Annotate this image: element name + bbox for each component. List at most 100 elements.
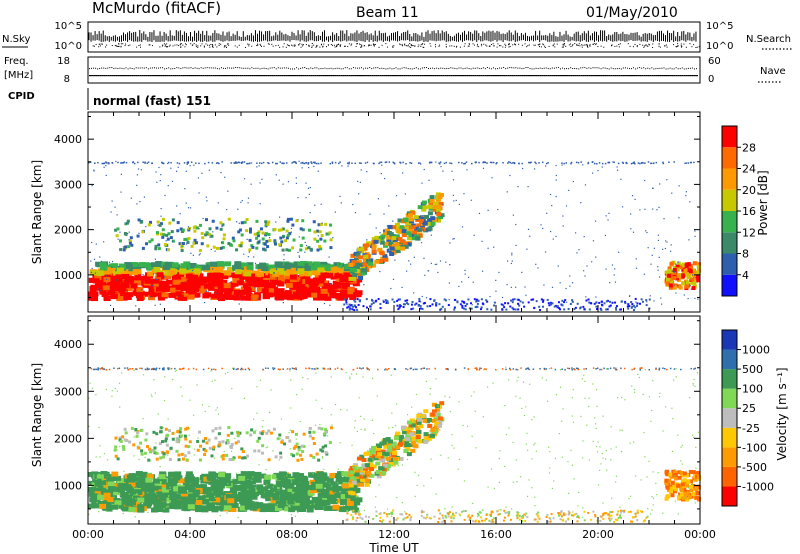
colorbar-swatch bbox=[722, 126, 737, 148]
freq-strip-frame bbox=[87, 56, 701, 84]
data-cell bbox=[342, 483, 350, 489]
data-cell bbox=[156, 484, 164, 490]
data-cell bbox=[354, 300, 357, 303]
data-cell bbox=[206, 475, 214, 481]
nsearch-point bbox=[544, 45, 546, 47]
data-cell bbox=[99, 262, 107, 268]
nsearch-point bbox=[445, 46, 447, 48]
nave-point bbox=[468, 75, 471, 77]
nave-point bbox=[470, 75, 473, 77]
data-cell bbox=[343, 505, 351, 511]
data-cell bbox=[368, 453, 374, 458]
data-cell bbox=[159, 232, 163, 236]
data-cell bbox=[339, 195, 341, 198]
freq-point bbox=[139, 67, 141, 69]
data-cell bbox=[186, 474, 194, 480]
nsearch-point bbox=[611, 45, 613, 47]
data-cell bbox=[246, 262, 254, 268]
freq-point bbox=[423, 67, 425, 69]
nsearch-point bbox=[148, 44, 150, 46]
nave-point bbox=[373, 75, 376, 77]
data-cell bbox=[420, 216, 426, 221]
data-cell bbox=[439, 213, 445, 218]
nave-point bbox=[249, 75, 252, 77]
data-cell bbox=[251, 245, 255, 249]
data-cell bbox=[218, 472, 226, 478]
nsearch-point bbox=[203, 46, 205, 48]
data-cell bbox=[652, 208, 654, 210]
data-cell bbox=[128, 473, 136, 479]
data-cell bbox=[658, 256, 660, 258]
data-cell bbox=[304, 251, 306, 253]
data-cell bbox=[347, 305, 350, 308]
freq-point bbox=[647, 67, 649, 69]
data-cell bbox=[405, 426, 411, 431]
nsearch-point bbox=[434, 46, 436, 48]
data-cell bbox=[213, 497, 221, 503]
data-cell bbox=[631, 195, 634, 197]
data-cell bbox=[353, 299, 356, 302]
nave-point bbox=[348, 75, 351, 77]
nave-point bbox=[245, 75, 248, 77]
data-cell bbox=[312, 161, 315, 164]
nave-point bbox=[352, 75, 355, 77]
nsearch-point bbox=[322, 46, 324, 48]
data-cell bbox=[677, 261, 679, 263]
data-cell bbox=[208, 233, 212, 237]
nsearch-point bbox=[593, 43, 595, 45]
freq-point bbox=[442, 67, 444, 69]
data-cell bbox=[313, 263, 321, 269]
nsearch-point bbox=[277, 44, 279, 46]
nsearch-point bbox=[585, 44, 587, 46]
data-cell bbox=[263, 242, 267, 246]
data-cell bbox=[517, 308, 520, 311]
data-cell bbox=[648, 298, 651, 301]
data-cell bbox=[261, 486, 269, 492]
freq-point bbox=[253, 67, 255, 69]
data-cell bbox=[678, 217, 680, 219]
freq-point bbox=[338, 67, 340, 69]
freq-point bbox=[399, 68, 401, 70]
freq-point bbox=[651, 67, 653, 69]
data-cell bbox=[176, 205, 178, 207]
data-cell bbox=[307, 246, 311, 250]
data-cell bbox=[646, 231, 648, 234]
data-cell bbox=[406, 236, 412, 241]
data-cell bbox=[150, 238, 154, 242]
data-cell bbox=[307, 163, 309, 165]
nave-point bbox=[484, 75, 487, 77]
data-cell bbox=[106, 489, 114, 495]
data-cell bbox=[327, 264, 335, 270]
data-cell bbox=[256, 162, 258, 164]
data-cell bbox=[683, 294, 685, 296]
data-cell bbox=[276, 162, 278, 165]
freq-point bbox=[596, 67, 598, 69]
nave-point bbox=[265, 75, 268, 77]
nsearch-point bbox=[514, 43, 516, 45]
nsearch-point bbox=[577, 44, 579, 46]
nsearch-point bbox=[424, 43, 426, 45]
data-cell bbox=[463, 301, 466, 304]
nave-point bbox=[131, 75, 134, 77]
data-cell bbox=[448, 282, 451, 284]
freq-point bbox=[318, 68, 320, 70]
data-cell bbox=[332, 237, 334, 239]
nave-point bbox=[513, 75, 516, 77]
data-cell bbox=[355, 306, 358, 309]
data-cell bbox=[420, 227, 426, 232]
data-cell bbox=[119, 231, 121, 233]
data-cell bbox=[607, 161, 609, 164]
data-cell bbox=[453, 237, 455, 240]
data-cell bbox=[188, 289, 196, 295]
freq-point bbox=[675, 67, 677, 69]
data-cell bbox=[583, 270, 585, 272]
freq-point bbox=[624, 67, 626, 69]
data-cell bbox=[624, 302, 627, 305]
data-cell bbox=[304, 247, 308, 251]
data-cell bbox=[530, 161, 532, 164]
nsearch-point bbox=[259, 43, 261, 45]
data-cell bbox=[678, 185, 680, 187]
nave-point bbox=[107, 75, 110, 77]
data-cell bbox=[383, 213, 385, 215]
data-cell bbox=[341, 477, 349, 483]
